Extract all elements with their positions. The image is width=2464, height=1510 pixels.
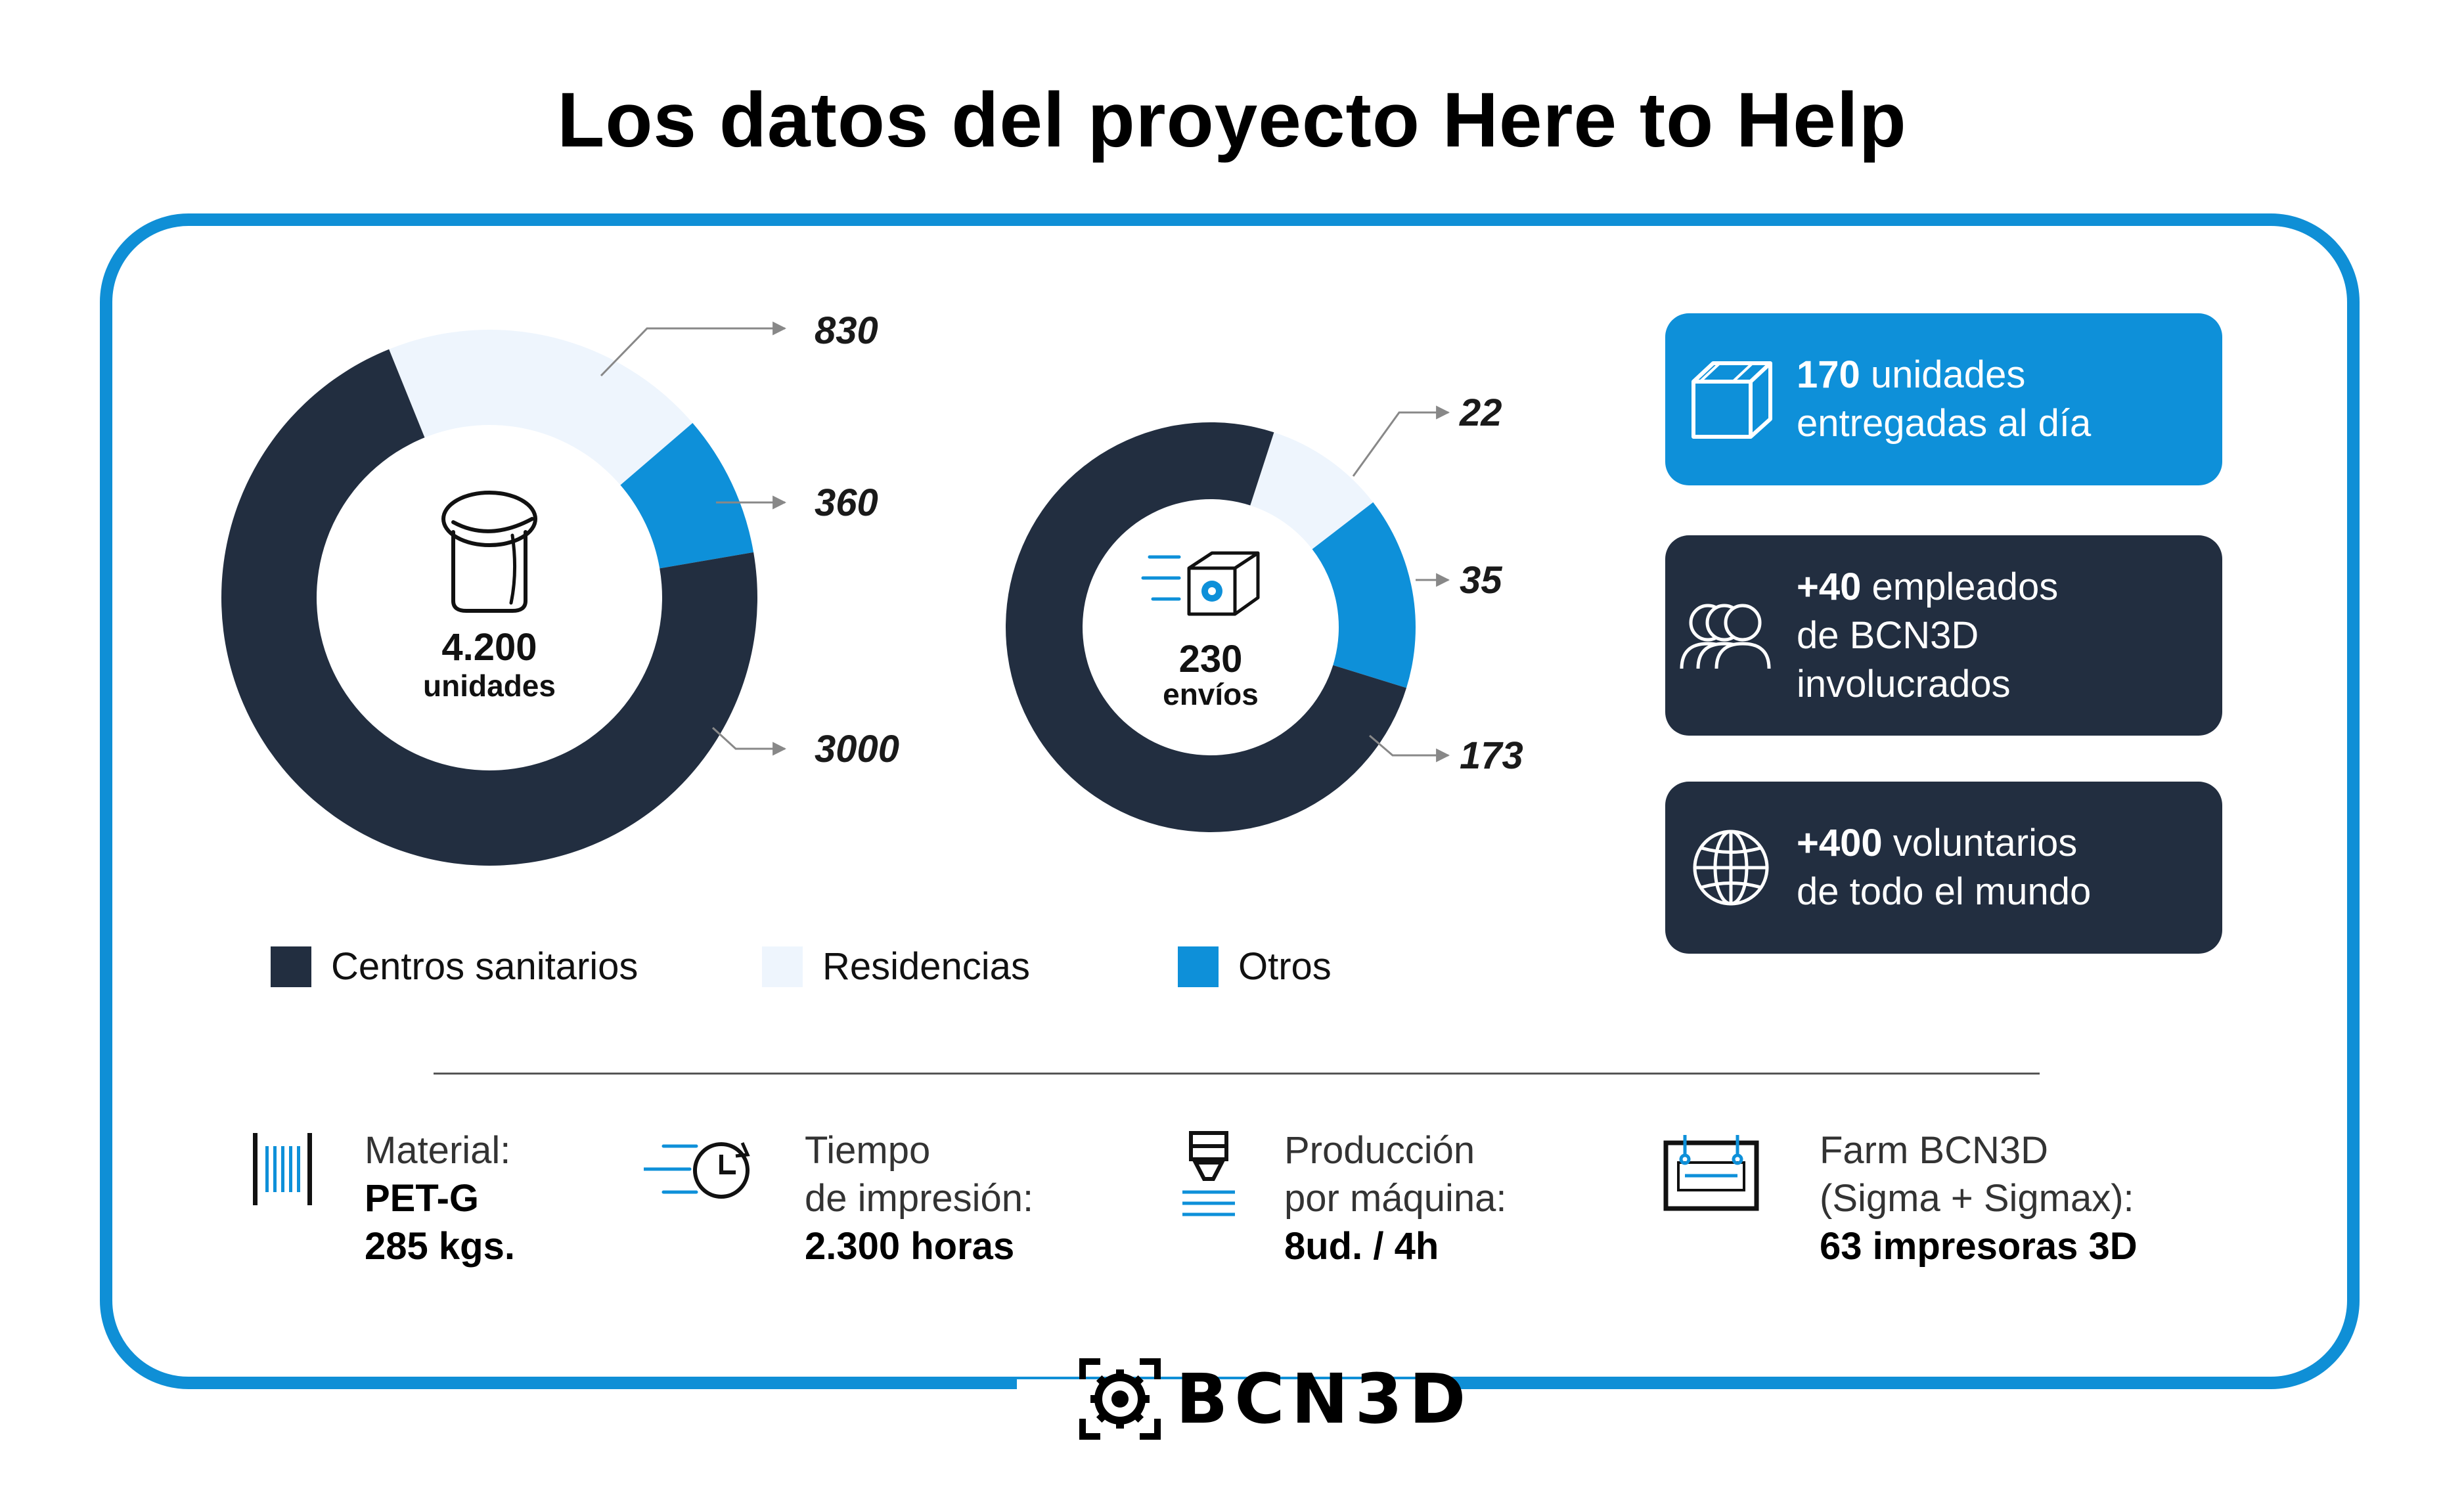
printer-icon xyxy=(1663,1135,1759,1211)
card-line: de todo el mundo xyxy=(1797,870,2092,913)
fact-value: 63 impresoras 3D xyxy=(1820,1225,2138,1268)
donut-segment-centros-sanitarios xyxy=(1006,422,1407,832)
fact-label: Material: xyxy=(365,1129,511,1172)
leader-line xyxy=(1352,405,1450,477)
donut-units xyxy=(221,330,758,866)
card-text: +400 voluntarios de todo el mundo xyxy=(1797,819,2091,916)
stat-card-units-per-day: 170 unidades entregadas al día xyxy=(1665,313,2222,485)
card-bold: +400 xyxy=(1797,822,1883,864)
fact-material: Material: PET-G 285 kgs. xyxy=(365,1126,515,1270)
fact-value: 2.300 horas xyxy=(805,1225,1015,1268)
brand-logo: BCN3D xyxy=(1077,1353,1472,1445)
value-label-otros: 360 xyxy=(815,481,878,524)
donut-shipments xyxy=(1006,422,1416,832)
leader-line xyxy=(711,726,787,756)
card-line: de BCN3D xyxy=(1797,613,1979,657)
fact-print-time: Tiempo de impresión: 2.300 horas xyxy=(805,1126,1033,1270)
card-line: involucrados xyxy=(1797,662,2011,705)
frame-gap xyxy=(1017,1379,1450,1419)
stat-card-employees: +40 empleados de BCN3D involucrados xyxy=(1665,535,2222,736)
globe-icon xyxy=(1693,830,1769,906)
card-bold: +40 xyxy=(1797,565,1862,608)
fact-label: Producción xyxy=(1284,1129,1475,1172)
value-label-centros: 173 xyxy=(1460,734,1523,777)
donut-segment-otros xyxy=(620,423,754,569)
fact-farm: Farm BCN3D (Sigma + Sigmax): 63 impresor… xyxy=(1820,1126,2138,1270)
fact-value: 285 kgs. xyxy=(365,1225,515,1268)
value-label-residencias: 830 xyxy=(815,309,878,352)
value-label-otros: 35 xyxy=(1460,559,1502,602)
center-unit: envíos xyxy=(1163,677,1259,711)
legend-label: Residencias xyxy=(822,945,1030,988)
card-line: entregadas al día xyxy=(1797,402,2092,445)
box-icon xyxy=(1691,361,1772,439)
shipping-box-icon xyxy=(1141,551,1260,616)
legend-swatch xyxy=(1178,946,1219,987)
card-text: 170 unidades entregadas al día xyxy=(1797,351,2091,448)
fact-label: de impresión: xyxy=(805,1177,1034,1220)
leader-line xyxy=(600,321,787,377)
fact-label: por máquina: xyxy=(1284,1177,1507,1220)
card-line: voluntarios xyxy=(1882,822,2078,864)
legend-swatch xyxy=(762,946,803,987)
filament-icon xyxy=(253,1133,312,1205)
stat-card-volunteers: +400 voluntarios de todo el mundo xyxy=(1665,782,2222,954)
clock-icon xyxy=(644,1142,750,1199)
legend-item: Otros xyxy=(1178,944,1332,988)
leader-line xyxy=(1369,734,1450,763)
fact-value: 8ud. / 4h xyxy=(1284,1225,1439,1268)
card-bold: 170 xyxy=(1797,353,1860,396)
card-text: +40 empleados de BCN3D involucrados xyxy=(1797,563,2058,709)
donut-segment-residencias xyxy=(1250,432,1374,550)
legend-item: Centros sanitarios xyxy=(271,944,638,988)
legend-label: Centros sanitarios xyxy=(331,945,638,988)
people-icon xyxy=(1680,604,1771,669)
brand-name: BCN3D xyxy=(1176,1359,1473,1439)
page-title: Los datos del proyecto Here to Help xyxy=(557,77,1907,164)
nozzle-icon xyxy=(1182,1131,1235,1216)
center-number: 4.200 xyxy=(441,626,537,669)
center-number: 230 xyxy=(1179,638,1243,680)
fact-label: Farm BCN3D xyxy=(1820,1129,2049,1172)
card-line: unidades xyxy=(1860,353,2026,396)
divider xyxy=(434,1073,2040,1075)
donut-segment-centros-sanitarios xyxy=(221,349,758,866)
gear-logo-icon xyxy=(1079,1358,1161,1440)
center-unit: unidades xyxy=(423,669,556,703)
donut-segment-otros xyxy=(1312,502,1416,688)
legend-label: Otros xyxy=(1238,945,1332,988)
value-label-centros: 3000 xyxy=(815,728,899,770)
container-icon xyxy=(441,491,537,613)
fact-value: PET-G xyxy=(365,1177,480,1220)
value-label-residencias: 22 xyxy=(1459,391,1502,434)
legend-swatch xyxy=(271,946,311,987)
fact-label: Tiempo xyxy=(805,1129,931,1172)
card-line: empleados xyxy=(1861,565,2059,608)
donut-segment-residencias xyxy=(389,330,693,485)
legend-item: Residencias xyxy=(762,944,1030,988)
fact-production: Producción por máquina: 8ud. / 4h xyxy=(1284,1126,1507,1270)
fact-label: (Sigma + Sigmax): xyxy=(1820,1177,2134,1220)
